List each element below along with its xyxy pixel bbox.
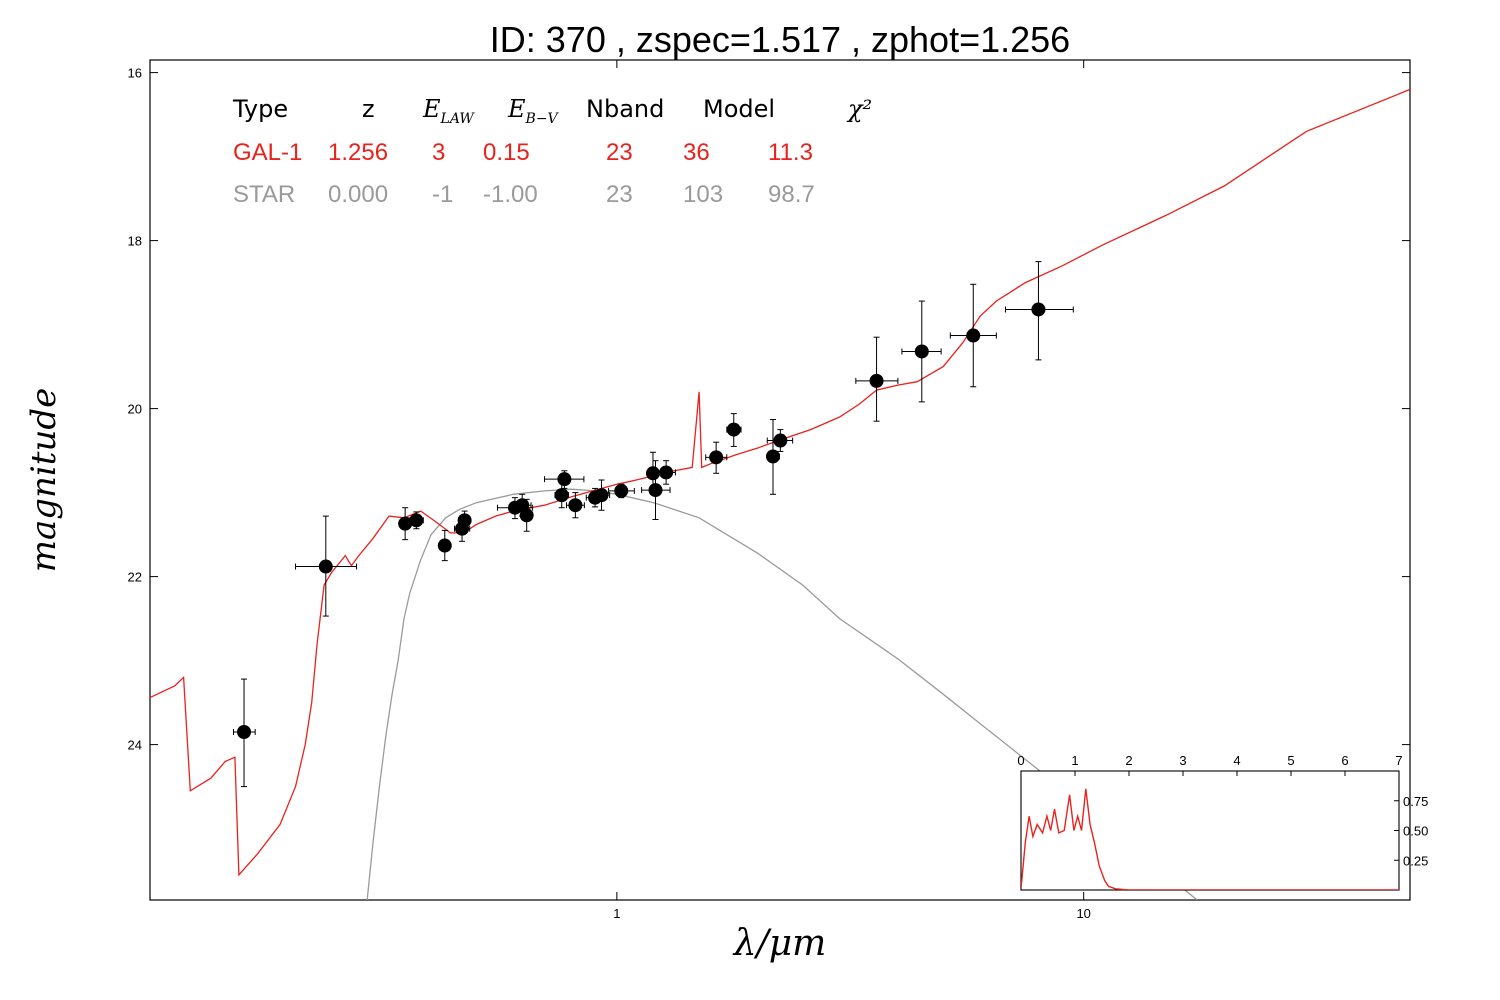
data-point-marker — [614, 483, 629, 498]
data-point — [949, 283, 997, 388]
table-cell: GAL-1 — [233, 139, 302, 166]
table-cell: 0.15 — [483, 139, 530, 166]
data-point — [437, 529, 452, 562]
y-axis-ticks: 16 18 20 22 24 — [128, 66, 1410, 753]
data-point-marker — [659, 465, 674, 480]
data-point-marker — [237, 725, 252, 739]
table-cell: 98.7 — [768, 181, 815, 208]
data-point — [409, 511, 424, 530]
data-point — [855, 336, 899, 422]
data-point-marker — [398, 516, 413, 531]
plot-frame — [149, 59, 1411, 901]
data-point-marker — [568, 498, 583, 513]
table-header-z: z — [362, 95, 375, 123]
data-point — [592, 479, 611, 511]
table-header-elaw: ELAW — [422, 95, 475, 127]
data-point-marker — [648, 483, 663, 498]
x-axis-ticks: 1 10 — [613, 60, 1091, 921]
data-point-marker — [318, 559, 333, 574]
data-point-marker — [726, 422, 741, 437]
table-header-type: Type — [232, 95, 288, 123]
data-point — [608, 483, 635, 499]
table-cell: STAR — [233, 181, 295, 208]
data-point — [457, 510, 472, 531]
table-cell: 103 — [683, 181, 723, 208]
data-point — [641, 460, 671, 520]
inset-frame — [1020, 770, 1400, 891]
x-tick-label: 10 — [1076, 906, 1090, 921]
inset-ticks: 0 1 2 3 4 5 6 7 0.25 0.50 0.75 — [1017, 753, 1428, 868]
y-axis-label: magnitude — [24, 388, 64, 573]
x-axis-label: λ/μm — [732, 923, 826, 964]
inset-x-tick-label: 2 — [1125, 753, 1132, 768]
inset-x-tick-label: 5 — [1287, 753, 1294, 768]
data-point-marker — [773, 433, 788, 448]
data-point-marker — [765, 449, 780, 464]
y-tick-label: 22 — [128, 570, 142, 585]
table-header-model: Model — [703, 95, 775, 123]
table-cell: -1 — [432, 181, 453, 208]
star-model-line — [366, 488, 1198, 900]
data-point — [726, 413, 742, 447]
table-header-ebv: EB−V — [507, 95, 560, 127]
data-point-marker — [409, 513, 424, 528]
table-rows: GAL-1 1.256 3 0.15 23 36 11.3 STAR 0.000 -1 -1.00 2… — [233, 139, 815, 208]
inset-x-tick-label: 7 — [1395, 753, 1402, 768]
table-header-chi2: χ² — [846, 95, 872, 123]
data-point-marker — [554, 488, 569, 503]
data-point — [901, 300, 942, 403]
y-tick-label: 18 — [128, 234, 142, 249]
chart-title: ID: 370 , zspec=1.517 , zphot=1.256 — [490, 19, 1070, 60]
table-cell: 11.3 — [768, 139, 813, 166]
inset-y-tick-label: 0.50 — [1403, 824, 1428, 839]
data-point — [705, 441, 728, 474]
data-point — [295, 515, 358, 617]
data-point-marker — [709, 450, 724, 465]
data-point-marker — [557, 472, 572, 487]
data-point — [233, 678, 256, 788]
inset-y-tick-label: 0.75 — [1403, 794, 1428, 809]
data-point — [1004, 261, 1074, 361]
data-point-marker — [966, 328, 981, 343]
fit-table: Type z ELAW EB−V Nband Model χ² GAL-1 1.2… — [232, 95, 872, 208]
table-cell: 23 — [606, 181, 633, 208]
data-point — [656, 460, 676, 485]
data-point — [544, 470, 585, 489]
observed-photometry — [233, 261, 1074, 788]
table-header-nband: Nband — [586, 95, 664, 123]
inset-y-tick-label: 0.25 — [1403, 853, 1428, 868]
table-cell: 0.000 — [328, 181, 388, 208]
pdz-line — [1021, 788, 1399, 890]
inset-x-tick-label: 3 — [1179, 753, 1186, 768]
data-point — [519, 498, 534, 532]
data-point-marker — [914, 344, 929, 359]
table-cell: 3 — [432, 139, 445, 166]
data-point-marker — [437, 538, 452, 553]
pdz-inset: 0 1 2 3 4 5 6 7 0.25 0.50 0.75 — [1017, 753, 1428, 891]
data-point-marker — [457, 513, 472, 528]
data-point — [398, 507, 413, 541]
inset-x-tick-label: 1 — [1071, 753, 1078, 768]
table-cell: 36 — [683, 139, 710, 166]
data-point-marker — [869, 373, 884, 388]
data-point — [565, 492, 585, 519]
data-point-marker — [519, 508, 534, 523]
x-tick-label: 1 — [613, 906, 620, 921]
inset-x-tick-label: 4 — [1233, 753, 1240, 768]
data-point-marker — [594, 488, 609, 503]
table-cell: 23 — [606, 139, 633, 166]
inset-x-tick-label: 0 — [1017, 753, 1024, 768]
data-point — [766, 429, 794, 452]
y-tick-label: 16 — [128, 66, 142, 81]
data-point-marker — [645, 466, 660, 481]
data-point — [554, 482, 570, 509]
data-point — [765, 419, 780, 495]
inset-x-tick-label: 6 — [1341, 753, 1348, 768]
data-point-marker — [1031, 302, 1046, 317]
y-tick-label: 24 — [128, 738, 142, 753]
table-cell: -1.00 — [483, 181, 538, 208]
table-cell: 1.256 — [328, 139, 388, 166]
y-tick-label: 20 — [128, 402, 142, 417]
